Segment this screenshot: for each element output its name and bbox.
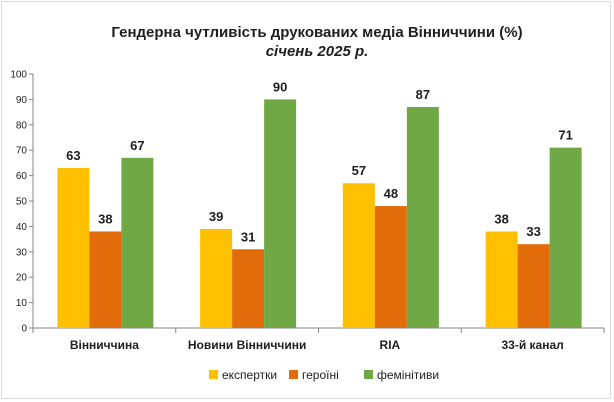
bars-group — [57, 99, 582, 329]
y-tick-label: 10 — [16, 298, 28, 309]
data-label: 67 — [130, 138, 144, 153]
y-tick-label: 80 — [16, 120, 28, 131]
bar — [485, 231, 518, 328]
data-label: 90 — [273, 79, 287, 94]
y-tick-label: 30 — [16, 247, 28, 258]
legend-label: героїні — [302, 368, 339, 382]
bar — [89, 231, 122, 328]
bar — [232, 249, 265, 328]
data-label: 48 — [384, 186, 398, 201]
legend: експертки героїні фемінітиви — [209, 368, 439, 382]
bar — [264, 99, 297, 329]
x-tick-label: Вінниччина — [70, 338, 139, 352]
y-tick-label: 70 — [16, 146, 28, 157]
data-label: 71 — [558, 128, 572, 143]
bar — [200, 228, 233, 328]
data-label: 63 — [66, 148, 80, 163]
y-tick-label: 90 — [16, 95, 28, 106]
y-tick-label: 50 — [16, 197, 28, 208]
bar — [517, 244, 550, 328]
x-tick-label: RIA — [380, 338, 401, 352]
data-label: 87 — [416, 87, 430, 102]
bar — [121, 157, 154, 328]
legend-swatch — [289, 370, 298, 379]
data-label: 39 — [209, 209, 223, 224]
bar — [549, 147, 582, 328]
chart-title: Гендерна чутливість друкованих медіа Він… — [111, 24, 522, 41]
bar — [342, 183, 375, 328]
legend-label: експертки — [222, 368, 277, 382]
data-label: 31 — [241, 229, 255, 244]
y-tick-label: 40 — [16, 222, 28, 233]
chart-subtitle: січень 2025 р. — [266, 43, 369, 60]
y-tick-label: 20 — [16, 273, 28, 284]
x-tick-label: 33-й канал — [501, 338, 563, 352]
y-tick-label: 100 — [10, 70, 27, 81]
data-label: 57 — [352, 163, 366, 178]
data-labels-group: 63 38 67 39 31 90 57 48 87 38 33 71 — [66, 79, 573, 244]
legend-swatch — [209, 370, 218, 379]
data-label: 33 — [526, 224, 540, 239]
data-label: 38 — [494, 211, 508, 226]
y-tick-label: 0 — [21, 324, 27, 335]
legend-swatch — [364, 370, 373, 379]
legend-label: фемінітиви — [377, 368, 439, 382]
bar — [406, 107, 439, 329]
y-tick-label: 60 — [16, 171, 28, 182]
bar — [374, 206, 407, 328]
data-label: 38 — [98, 211, 112, 226]
bar — [57, 167, 90, 328]
x-tick-label: Новини Вінниччини — [188, 338, 307, 352]
